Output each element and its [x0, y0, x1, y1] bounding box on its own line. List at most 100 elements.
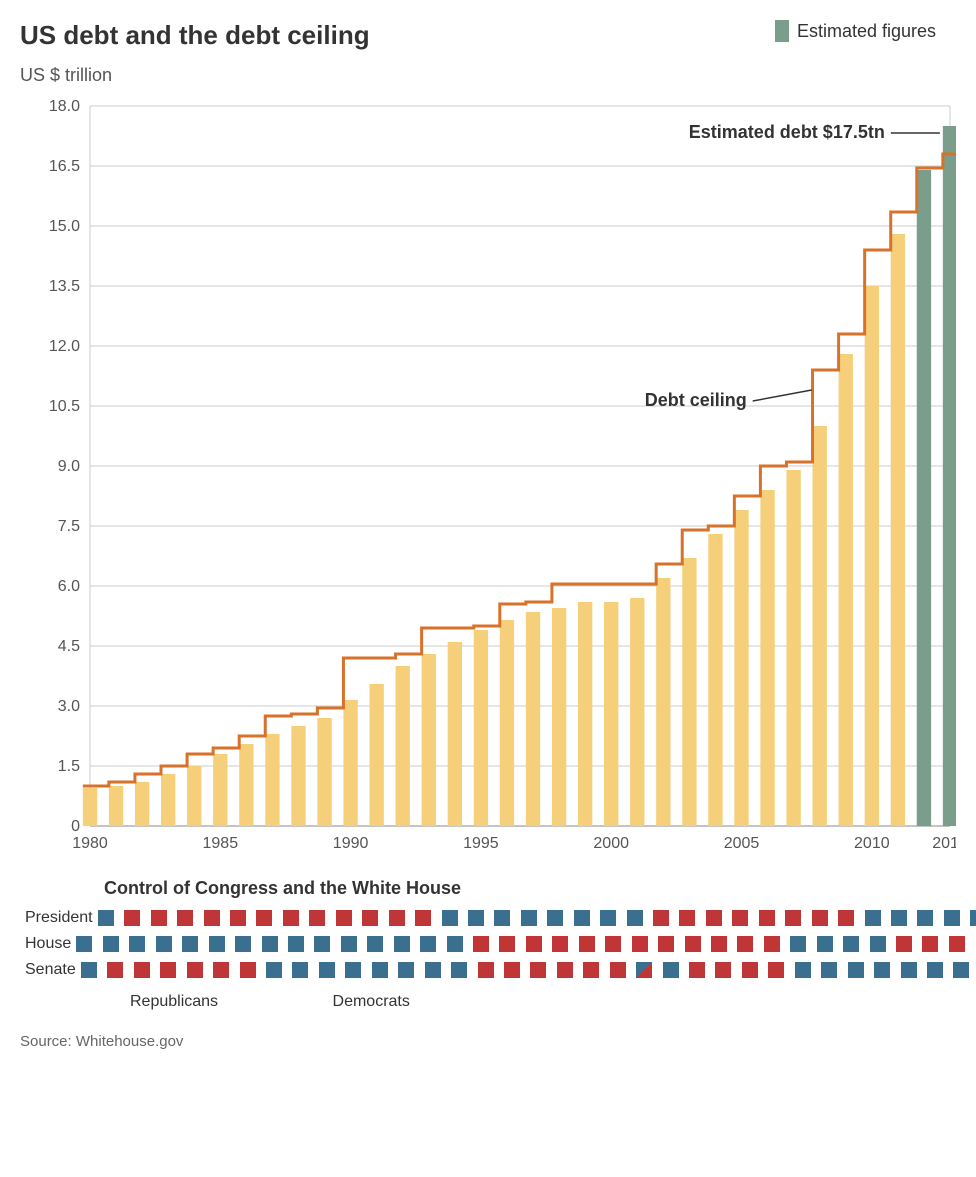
party-cell [336, 910, 352, 926]
party-cell [494, 910, 510, 926]
party-cell [790, 936, 806, 952]
party-cell [420, 936, 436, 952]
legend-swatch-estimated [775, 20, 789, 42]
svg-text:10.5: 10.5 [49, 398, 80, 415]
party-cell [447, 936, 463, 952]
party-cell [632, 936, 648, 952]
party-cell [394, 936, 410, 952]
party-cell [679, 910, 695, 926]
party-cell [927, 962, 943, 978]
party-cell [235, 936, 251, 952]
party-cell [706, 910, 722, 926]
party-cell [204, 910, 220, 926]
party-cell [182, 936, 198, 952]
debt-bar [109, 786, 123, 826]
party-cell [213, 962, 229, 978]
party-cell [711, 936, 727, 952]
party-cell [663, 962, 679, 978]
party-cell [76, 936, 92, 952]
party-cell [98, 910, 114, 926]
congress-row-label: President [25, 909, 93, 927]
svg-text:3.0: 3.0 [58, 698, 80, 715]
party-cell [685, 936, 701, 952]
party-cell [473, 936, 489, 952]
party-cell [737, 936, 753, 952]
party-cell [367, 936, 383, 952]
debt-bar [526, 612, 540, 826]
party-cell [292, 962, 308, 978]
party-cell [124, 910, 140, 926]
party-cell [209, 936, 225, 952]
debt-bar [552, 608, 566, 826]
party-cell [953, 962, 969, 978]
party-cell [442, 910, 458, 926]
debt-bar [813, 426, 827, 826]
party-cell [81, 962, 97, 978]
legend-republicans: Republicans [130, 993, 218, 1010]
congress-row-label: Senate [25, 961, 76, 979]
party-cell [812, 910, 828, 926]
svg-text:1995: 1995 [463, 835, 499, 852]
party-cell [579, 936, 595, 952]
debt-bar [265, 734, 279, 826]
congress-title: Control of Congress and the White House [104, 878, 956, 899]
debt-bar [943, 126, 956, 826]
party-cell [504, 962, 520, 978]
debt-bar [370, 684, 384, 826]
debt-bar [604, 602, 618, 826]
debt-bar [760, 490, 774, 826]
debt-bar [917, 170, 931, 826]
party-legend: Republicans Democrats [130, 993, 956, 1011]
svg-text:2013: 2013 [932, 835, 956, 852]
party-cell [156, 936, 172, 952]
svg-text:2010: 2010 [854, 835, 890, 852]
debt-bar [865, 286, 879, 826]
congress-row: President [25, 905, 956, 931]
congress-row: House [25, 931, 956, 957]
party-cell [574, 910, 590, 926]
svg-text:0: 0 [71, 818, 80, 835]
legend-estimated-label: Estimated figures [797, 21, 936, 42]
party-cell [821, 962, 837, 978]
party-cell [917, 910, 933, 926]
party-cell [341, 936, 357, 952]
congress-row-label: House [25, 935, 71, 953]
party-cell [398, 962, 414, 978]
party-cell [530, 962, 546, 978]
party-cell [742, 962, 758, 978]
party-cell [636, 962, 652, 978]
party-cell [552, 936, 568, 952]
party-cell [896, 936, 912, 952]
svg-text:15.0: 15.0 [49, 218, 80, 235]
party-cell [949, 936, 965, 952]
party-cell [319, 962, 335, 978]
party-cell [362, 910, 378, 926]
svg-text:6.0: 6.0 [58, 578, 80, 595]
party-cell [389, 910, 405, 926]
party-cell [715, 962, 731, 978]
debt-bar [500, 620, 514, 826]
party-cell [468, 910, 484, 926]
annotation-estimated-debt: Estimated debt $17.5tn [689, 122, 885, 142]
party-cell [944, 910, 960, 926]
party-cell [901, 962, 917, 978]
debt-bar [422, 654, 436, 826]
svg-text:12.0: 12.0 [49, 338, 80, 355]
debt-bar [317, 718, 331, 826]
party-cell [415, 910, 431, 926]
debt-bar [213, 754, 227, 826]
debt-bar [630, 598, 644, 826]
party-cell [759, 910, 775, 926]
party-cell [605, 936, 621, 952]
party-cell [372, 962, 388, 978]
debt-bar [708, 534, 722, 826]
svg-text:7.5: 7.5 [58, 518, 80, 535]
legend-estimated: Estimated figures [775, 20, 936, 42]
party-cell [838, 910, 854, 926]
party-cell [345, 962, 361, 978]
debt-chart: 01.53.04.56.07.59.010.512.013.515.016.51… [20, 96, 956, 866]
party-cell [610, 962, 626, 978]
party-cell [922, 936, 938, 952]
svg-text:9.0: 9.0 [58, 458, 80, 475]
svg-text:2000: 2000 [593, 835, 629, 852]
